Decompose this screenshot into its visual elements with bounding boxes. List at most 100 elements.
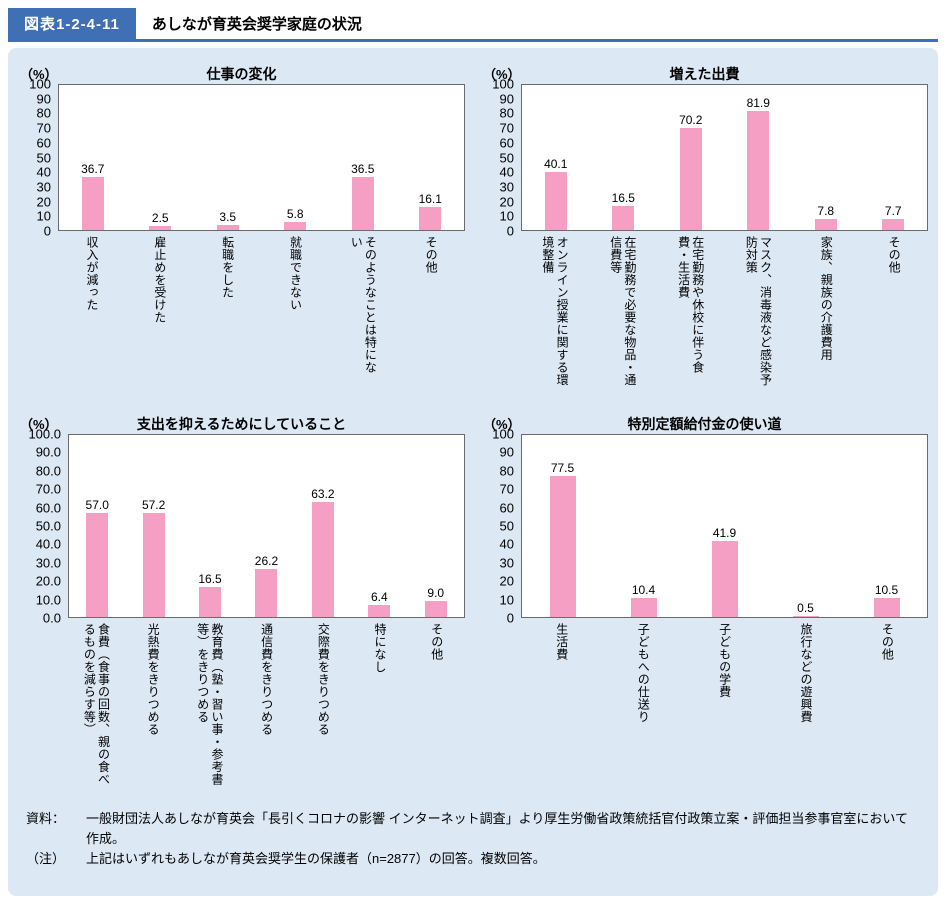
x-category-label: 通信費をきりつめる [259, 623, 274, 736]
axis-spacer [481, 231, 521, 396]
bar-slot: 16.1 [397, 85, 465, 230]
bar [351, 177, 374, 230]
bar [368, 605, 391, 617]
y-axis-unit: （%） [20, 67, 58, 82]
bar [679, 128, 702, 230]
bar [149, 226, 172, 230]
footer-notes: 資料： 一般財団法人あしなが育英会「長引くコロナの影響 インターネット調査」より… [18, 809, 928, 869]
bar-slot: 36.5 [329, 85, 397, 230]
plot-row: 100.0 90.0 80.0 70.0 60.0 50.0 40.0 30.0 20.0 10.… [18, 428, 465, 625]
category-row: 食費（食事の回数、親の食べるものを減らす等） 光熱費をきりつめる 教育費（塾・習い事… [18, 618, 465, 793]
chart-header: （%） 特別定額給付金の使い道 [481, 410, 928, 434]
chart-increased-expenses: （%） 増えた出費 100 90 80 70 60 50 40 30 20 10 0 40.1 16.… [481, 60, 928, 396]
y-tick-label: 10 [36, 208, 51, 224]
note-label: （注） [26, 851, 66, 867]
x-category-label: オンライン授業に関する環境整備 [540, 236, 570, 386]
axis-spacer [481, 618, 521, 738]
y-tick-label: 80 [36, 105, 51, 121]
bar [814, 218, 837, 230]
y-tick-label: 100 [29, 76, 51, 92]
x-category-label: 生活費 [554, 623, 569, 661]
bar-slot: 3.5 [194, 85, 262, 230]
y-tick-label: 60 [499, 135, 514, 151]
y-tick-label: 60 [499, 500, 514, 516]
axis-spacer [18, 231, 58, 381]
y-axis-unit: （%） [20, 417, 58, 432]
bar-value-label: 57.0 [85, 498, 109, 513]
chart-title: 支出を抑えるためにしていること [136, 416, 347, 432]
bar-value-label: 77.5 [550, 460, 575, 475]
bar [747, 111, 770, 230]
y-tick-label: 80.0 [35, 463, 61, 479]
bar-value-label: 10.4 [631, 583, 656, 598]
x-category-label: その他 [887, 236, 902, 274]
bar [419, 206, 442, 230]
bar [792, 616, 819, 617]
y-tick-label: 60 [36, 135, 51, 151]
y-tick-label: 10.0 [35, 592, 61, 608]
bar-slot: 77.5 [522, 435, 603, 617]
chart-header: （%） 支出を抑えるためにしていること [18, 410, 465, 434]
y-tick-label: 0 [43, 223, 51, 239]
x-category-label: 在宅勤務で必要な物品・通信費等 [608, 236, 637, 386]
y-axis-ticks: 100 90 80 70 60 50 40 30 20 10 0 [481, 78, 521, 238]
y-tick-label: 40 [499, 164, 514, 180]
bar-value-label: 40.1 [544, 156, 568, 171]
bar-slot: 10.4 [603, 435, 684, 617]
chart-header: （%） 増えた出費 [481, 60, 928, 84]
y-tick-label: 10 [499, 592, 514, 608]
bar-value-label: 81.9 [746, 96, 770, 111]
x-category-label: 在宅勤務や休校に伴う食費・生活費 [676, 236, 705, 374]
y-tick-label: 40.0 [35, 536, 61, 552]
bar-slot: 5.8 [262, 85, 330, 230]
bar-slot: 70.2 [657, 85, 725, 230]
category-row: 生活費 子どもへの仕送り 子どもの学費 旅行などの遊興費 その他 [481, 618, 928, 738]
y-tick-label: 90 [499, 444, 514, 460]
chart-benefit-usage: （%） 特別定額給付金の使い道 100 90 80 70 60 50 40 30 20 10 0 7… [481, 410, 928, 793]
bar [549, 475, 576, 617]
y-tick-label: 50 [499, 150, 514, 165]
y-tick-label: 90.0 [35, 444, 61, 460]
y-tick-label: 30 [36, 179, 51, 195]
y-tick-label: 0 [506, 610, 514, 626]
y-tick-label: 20 [499, 573, 514, 589]
y-axis-ticks: 100 90 80 70 60 50 40 30 20 10 0 [481, 428, 521, 625]
axis-spacer [18, 618, 68, 793]
x-category-label: マスク、消毒液など感染予防対策 [744, 236, 773, 386]
plot-row: 100 90 80 70 60 50 40 30 20 10 0 36.7 2.5 3.5 5.8 36.5… [18, 78, 465, 238]
y-tick-label: 60.0 [35, 500, 61, 516]
bar [255, 569, 278, 617]
y-tick-label: 40 [36, 164, 51, 180]
y-tick-label: 30 [499, 179, 514, 195]
y-tick-label: 70 [499, 481, 514, 497]
y-tick-label: 50 [499, 518, 514, 534]
bar [873, 597, 900, 617]
source-row: 資料： 一般財団法人あしなが育英会「長引くコロナの影響 インターネット調査」より… [26, 809, 920, 849]
x-category-label: 家族、親族の介護費用 [819, 236, 834, 361]
figure-title: あしなが育英会奨学家庭の状況 [151, 16, 362, 33]
bar-value-label: 57.2 [141, 497, 166, 512]
y-tick-label: 70 [36, 120, 51, 136]
y-tick-label: 100 [492, 76, 514, 92]
bar [424, 600, 447, 617]
bar-value-label: 10.5 [874, 582, 899, 597]
plot-area: 77.5 10.4 41.9 0.5 10.5 [521, 434, 928, 618]
plot-row: 100 90 80 70 60 50 40 30 20 10 0 40.1 16.5 70.2 81.9 7… [481, 78, 928, 238]
bar [284, 221, 307, 230]
chart-header: （%） 仕事の変化 [18, 60, 465, 84]
y-axis-ticks: 100 90 80 70 60 50 40 30 20 10 0 [18, 78, 58, 238]
chart-title: 仕事の変化 [206, 66, 277, 82]
x-category-label: その他 [880, 623, 895, 661]
bar-slot: 63.2 [295, 435, 351, 617]
y-tick-label: 90 [499, 91, 514, 107]
bar-slot: 41.9 [684, 435, 765, 617]
y-tick-label: 40 [499, 536, 514, 552]
category-row: オンライン授業に関する環境整備 在宅勤務で必要な物品・通信費等 在宅勤務や休校に伴う… [481, 231, 928, 396]
x-category-label: 就職できない [288, 236, 303, 311]
y-tick-label: 30.0 [35, 555, 61, 571]
source-text: 一般財団法人あしなが育英会「長引くコロナの影響 インターネット調査」より厚生労働… [86, 811, 908, 847]
bar [882, 218, 905, 230]
y-tick-label: 80 [499, 463, 514, 479]
bar-slot: 81.9 [725, 85, 793, 230]
y-axis-unit: （%） [483, 417, 521, 432]
